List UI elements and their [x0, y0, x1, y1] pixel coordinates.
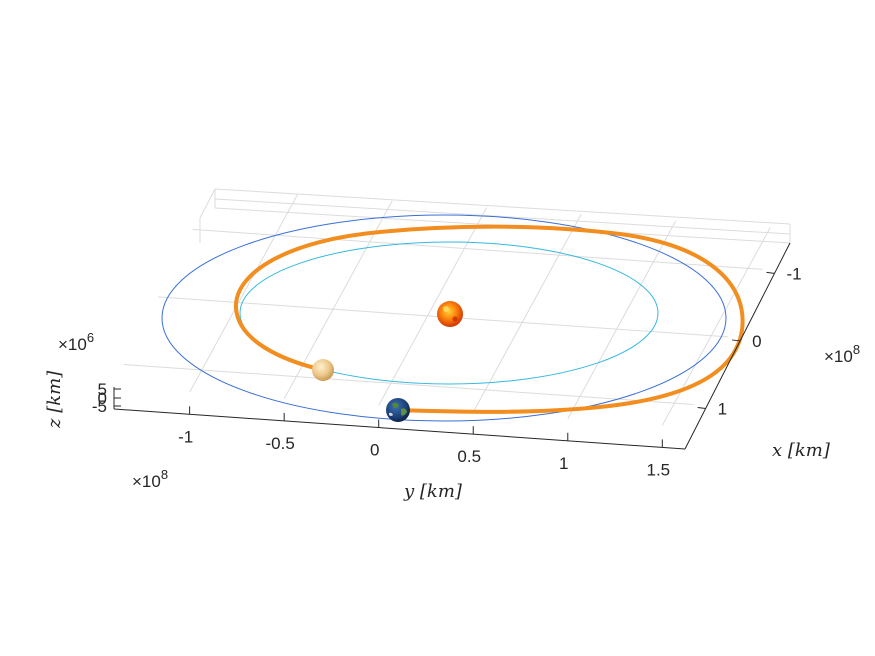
x-axis-label: x [km] — [772, 440, 831, 461]
y-tick-label: -0.5 — [266, 434, 295, 453]
x-axis-line — [684, 242, 791, 450]
z-axis-label: z [km] — [44, 370, 65, 429]
z-ticks: 50-5 — [92, 380, 121, 416]
box-edge — [214, 198, 791, 235]
x-tick-label: 0 — [752, 332, 761, 351]
y-grid-line — [378, 207, 488, 406]
z-tick-label: -5 — [92, 397, 107, 416]
y-tick-label: 0 — [370, 441, 379, 460]
x-tick-label: 1 — [718, 399, 727, 418]
y-tick-label: 1 — [559, 454, 568, 473]
box-edge — [199, 188, 216, 219]
z-tick-label: 5 — [98, 380, 107, 399]
y-axis-line — [113, 408, 686, 450]
y-tick-label: 0.5 — [457, 447, 481, 466]
y-grid-line — [472, 213, 582, 413]
venus-orbit-line — [239, 241, 659, 385]
y-tick-label: 1.5 — [646, 460, 670, 479]
y-grid-line — [567, 220, 677, 420]
y-ticks: -1 -0.5 0 0.5 1 1.5 — [178, 406, 670, 479]
earth-icon — [386, 398, 410, 422]
transfer-trajectory-line — [233, 224, 745, 414]
x-tick-mark — [732, 339, 741, 342]
x-tick-label: -1 — [787, 264, 802, 283]
z-tick-label: 0 — [98, 389, 107, 408]
orbits — [161, 214, 745, 422]
box-edge — [214, 188, 791, 225]
x-grid-line — [123, 363, 694, 405]
x-ticks: -1 0 1 — [697, 264, 802, 418]
y-exponent-label: ×108 — [132, 467, 168, 491]
sun-icon — [437, 301, 463, 327]
x-grid-line — [192, 228, 763, 270]
y-axis-label: y [km] — [403, 481, 463, 502]
y-grid-line — [661, 227, 771, 426]
x-tick-mark — [697, 406, 706, 409]
x-exponent-label: ×108 — [824, 342, 860, 366]
y-tick-label: -1 — [178, 427, 193, 446]
z-exponent-label: ×106 — [58, 330, 94, 354]
box-back — [199, 188, 791, 244]
x-tick-mark — [766, 271, 775, 274]
earth-orbit-line — [161, 214, 727, 422]
y-grid-line — [189, 194, 299, 393]
venus-icon — [312, 359, 334, 381]
